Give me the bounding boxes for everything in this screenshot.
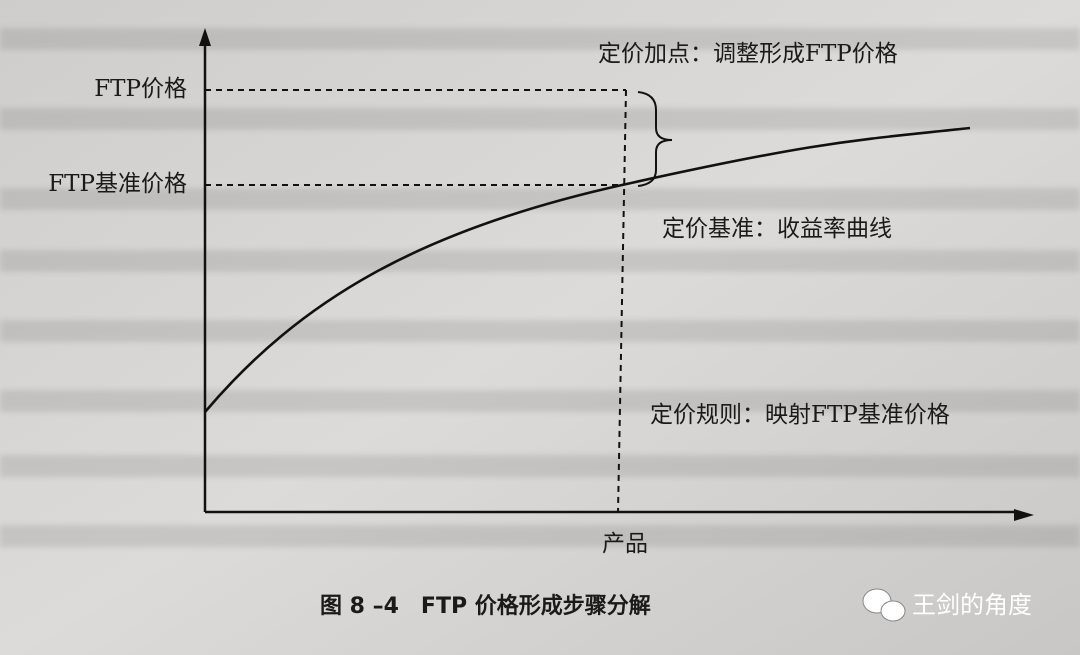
bleed-through (0, 28, 1080, 547)
brace (637, 91, 673, 187)
y-label: FTP价格 (94, 76, 187, 102)
watermark-icon (862, 588, 906, 622)
caption: 图 8 –4 FTP 价格形成步骤分解 (320, 593, 651, 619)
yield-curve (204, 126, 971, 413)
y-label: FTP基准价格 (48, 171, 187, 197)
annotation: 定价规则：映射FTP基准价格 (650, 402, 950, 428)
annotation: 定价加点：调整形成FTP价格 (598, 41, 898, 67)
annotation: 定价基准：收益率曲线 (662, 216, 892, 242)
watermark: 王剑的角度 (912, 591, 1032, 619)
x-label: 产品 (602, 531, 648, 557)
axes (199, 28, 1034, 521)
dashed-guides (205, 89, 627, 513)
